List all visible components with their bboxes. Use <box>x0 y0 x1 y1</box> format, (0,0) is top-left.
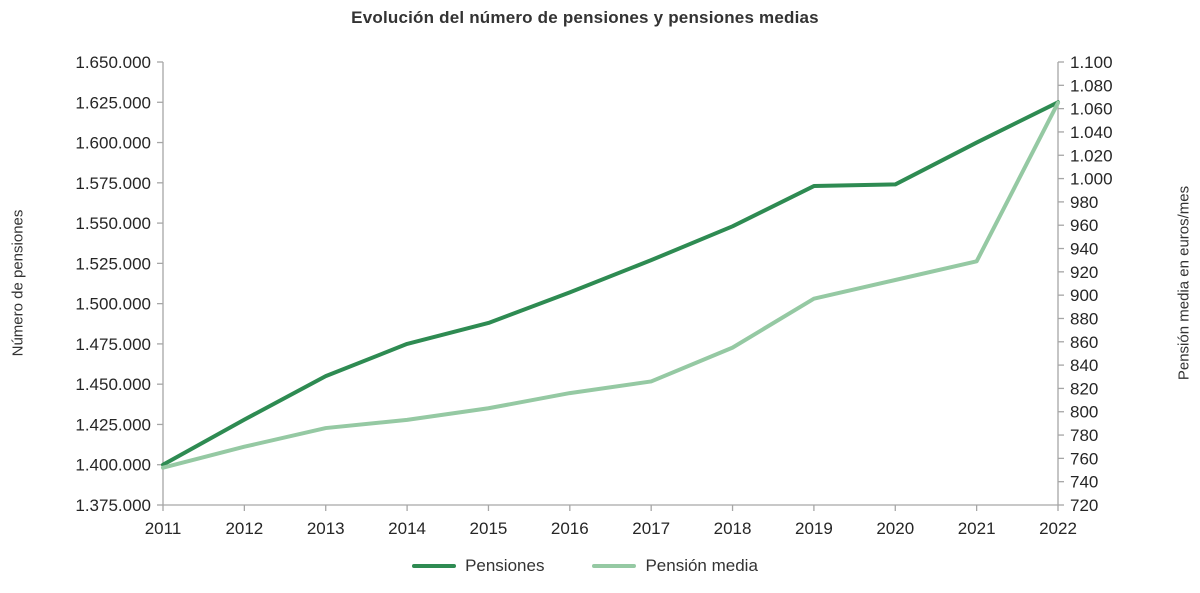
left-tick-label: 1.650.000 <box>75 53 151 72</box>
x-tick-label: 2019 <box>795 519 833 538</box>
chart-title: Evolución del número de pensiones y pens… <box>351 8 819 27</box>
legend-label-pensiones: Pensiones <box>465 556 545 575</box>
right-tick-label: 1.100 <box>1070 53 1113 72</box>
x-tick-label: 2012 <box>225 519 263 538</box>
left-tick-label: 1.450.000 <box>75 375 151 394</box>
x-tick-label: 2016 <box>551 519 589 538</box>
left-tick-label: 1.525.000 <box>75 254 151 273</box>
right-tick-label: 860 <box>1070 333 1098 352</box>
right-tick-label: 960 <box>1070 216 1098 235</box>
left-tick-label: 1.475.000 <box>75 335 151 354</box>
left-tick-label: 1.600.000 <box>75 134 151 153</box>
right-tick-label: 920 <box>1070 263 1098 282</box>
left-tick-label: 1.575.000 <box>75 174 151 193</box>
right-tick-label: 780 <box>1070 426 1098 445</box>
pensiones-line-swatch <box>412 564 457 568</box>
pension-media-line-swatch <box>592 564 637 568</box>
right-tick-label: 1.080 <box>1070 76 1113 95</box>
x-tick-label: 2015 <box>470 519 508 538</box>
pensiones-line <box>161 100 1060 467</box>
right-tick-label: 940 <box>1070 240 1098 259</box>
right-tick-label: 900 <box>1070 286 1098 305</box>
right-tick-label: 1.060 <box>1070 100 1113 119</box>
right-tick-label: 880 <box>1070 309 1098 328</box>
legend-label-pension-media: Pensión media <box>645 556 758 575</box>
right-tick-label: 1.040 <box>1070 123 1113 142</box>
x-tick-label: 2011 <box>145 519 182 538</box>
legend: Pensiones Pensión media <box>0 556 1170 576</box>
left-tick-label: 1.550.000 <box>75 214 151 233</box>
x-tick-label: 2020 <box>876 519 914 538</box>
right-tick-label: 720 <box>1070 496 1098 515</box>
x-tick-label: 2018 <box>714 519 752 538</box>
left-tick-label: 1.500.000 <box>75 295 151 314</box>
right-tick-label: 840 <box>1070 356 1098 375</box>
left-tick-label: 1.400.000 <box>75 456 151 475</box>
right-tick-label: 1.000 <box>1070 170 1113 189</box>
right-tick-label: 760 <box>1070 449 1098 468</box>
x-tick-label: 2021 <box>958 519 996 538</box>
right-tick-label: 800 <box>1070 403 1098 422</box>
x-tick-label: 2014 <box>388 519 426 538</box>
x-tick-label: 2017 <box>632 519 670 538</box>
right-tick-label: 820 <box>1070 379 1098 398</box>
legend-item-pension-media: Pensión media <box>592 556 758 576</box>
right-tick-label: 1.020 <box>1070 146 1113 165</box>
right-tick-label: 740 <box>1070 473 1098 492</box>
x-tick-label: 2013 <box>307 519 345 538</box>
x-tick-label: 2022 <box>1039 519 1077 538</box>
right-tick-label: 980 <box>1070 193 1098 212</box>
left-tick-label: 1.625.000 <box>75 93 151 112</box>
left-tick-label: 1.375.000 <box>75 496 151 515</box>
legend-item-pensiones: Pensiones <box>412 556 544 576</box>
pension-media-line <box>161 100 1060 470</box>
left-tick-label: 1.425.000 <box>75 415 151 434</box>
